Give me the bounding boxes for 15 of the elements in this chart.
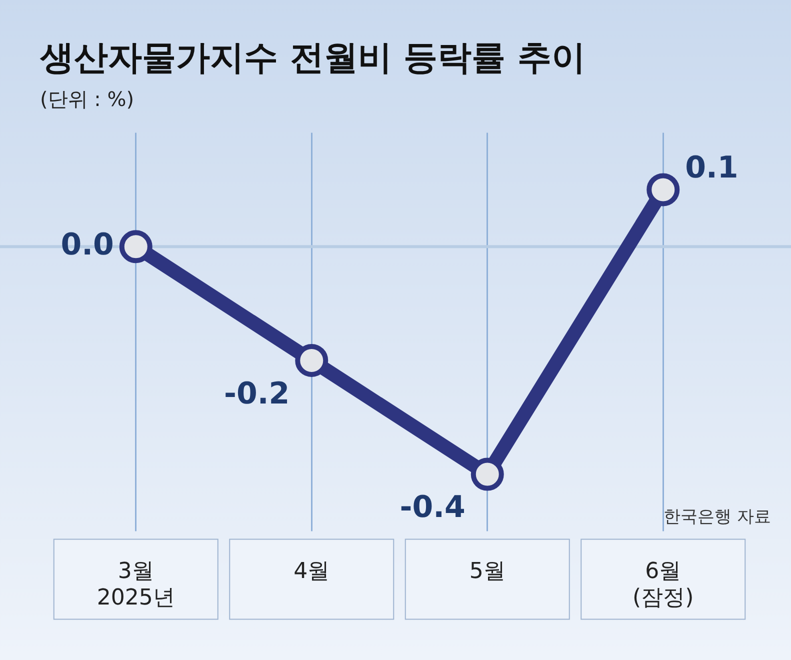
data-label: -0.2 xyxy=(224,376,290,412)
point xyxy=(119,230,152,264)
point xyxy=(646,173,680,206)
chart-subtitle: (단위 : %) xyxy=(40,87,134,112)
data-label: 0.0 xyxy=(60,227,114,262)
point xyxy=(295,344,328,377)
x-tick-label: 3월 2025년 xyxy=(96,559,175,611)
data-label: 0.1 xyxy=(685,150,738,186)
point xyxy=(470,458,504,491)
x-tick-label: 5월 xyxy=(469,559,506,584)
data-label: -0.4 xyxy=(400,490,466,526)
text: 한국은행 자료 xyxy=(664,507,771,528)
x-tick-label: 6월 (잠정) xyxy=(632,559,694,611)
chart-title: 생산자물가지수 전월비 등락률 추이 xyxy=(39,38,586,78)
x-tick-label: 4월 xyxy=(294,559,330,584)
